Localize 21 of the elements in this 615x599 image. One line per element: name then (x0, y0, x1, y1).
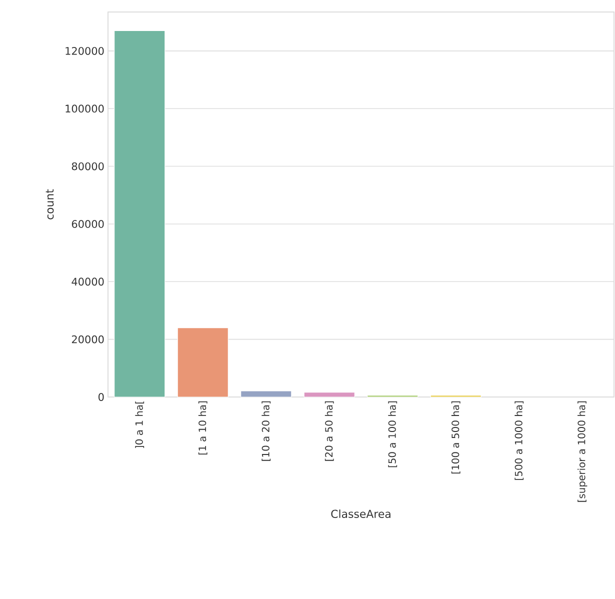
y-tick-label: 0 (98, 393, 104, 401)
x-tick-label: [10 a 20 ha] (262, 401, 271, 461)
y-tick-label: 20000 (72, 335, 104, 344)
x-tick-label: [500 a 1000 ha] (514, 401, 524, 480)
x-tick-label: [50 a 100 ha] (388, 401, 398, 468)
bar (114, 30, 166, 398)
x-tick-label: ]0 a 1 ha[ (135, 401, 144, 448)
bar (304, 392, 355, 398)
y-tick-label: 80000 (72, 162, 104, 170)
y-tick-label: 100000 (66, 104, 104, 113)
y-tick-label: 120000 (66, 46, 104, 55)
y-axis-title: count (46, 189, 54, 220)
y-tick-label: 40000 (72, 278, 104, 286)
x-tick-label: [superior a 1000 ha] (578, 401, 588, 502)
x-axis-title: ClasseArea (331, 510, 390, 518)
x-tick-label: [20 a 50 ha] (324, 401, 334, 461)
bar (177, 327, 228, 398)
x-tick-label: [1 a 10 ha] (198, 401, 208, 454)
x-tick-label: [100 a 500 ha] (451, 401, 460, 474)
bar (240, 390, 292, 398)
y-tick-label: 60000 (72, 220, 104, 228)
